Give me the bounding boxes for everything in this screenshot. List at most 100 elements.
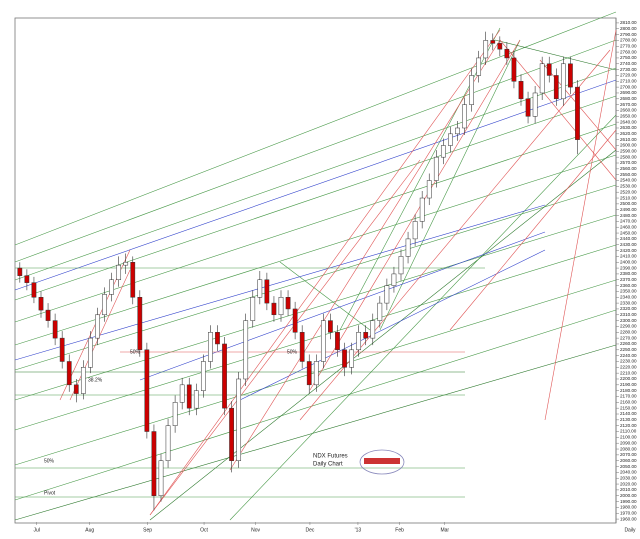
x-tick-label: Oct <box>200 527 208 533</box>
trend-line <box>449 129 617 331</box>
candle-body <box>412 221 418 240</box>
y-tick-label: 2590.00 <box>620 149 637 154</box>
y-tick-label: 2320.00 <box>620 306 637 311</box>
candle-body <box>243 320 249 380</box>
y-tick-label: 2250.00 <box>620 347 637 352</box>
y-tick-label: 2200.00 <box>620 376 637 381</box>
y-tick-label: 2290.00 <box>620 324 637 329</box>
candle-body <box>532 92 538 117</box>
candle-body <box>546 63 552 76</box>
annotation: 50% <box>44 458 55 464</box>
candle-body <box>539 63 545 94</box>
y-tick-label: 2500.00 <box>620 201 637 206</box>
y-tick-label: 2540.00 <box>620 178 637 183</box>
plot-frame <box>14 17 617 524</box>
trend-line <box>494 39 617 71</box>
candle-body <box>504 48 510 59</box>
candle-body <box>193 390 199 409</box>
candle-body <box>299 332 305 362</box>
trend-line <box>14 214 617 401</box>
candle-body <box>66 361 72 386</box>
trend-line <box>14 244 617 431</box>
candle-body <box>440 145 446 158</box>
y-tick-label: 2230.00 <box>620 359 637 364</box>
candle-body <box>292 308 298 333</box>
candle-body <box>95 314 100 339</box>
y-tick-label: 2260.00 <box>620 341 637 346</box>
candle-body <box>335 332 340 351</box>
y-tick-label: 2790.00 <box>620 32 637 37</box>
y-tick-label: 2150.00 <box>620 405 637 410</box>
annotation: 50% <box>287 349 298 355</box>
candle-body <box>200 361 206 391</box>
trend-line <box>544 29 617 421</box>
y-tick-label: 2530.00 <box>620 184 637 189</box>
y-tick-label: 2220.00 <box>620 365 637 370</box>
y-tick-label: 2030.00 <box>620 475 637 480</box>
y-tick-label: 2780.00 <box>620 38 637 43</box>
y-tick-label: 2020.00 <box>620 481 637 486</box>
y-tick-label: 2610.00 <box>620 137 637 142</box>
trend-line <box>379 39 521 331</box>
y-tick-label: 2430.00 <box>620 242 637 247</box>
y-tick-label: 2310.00 <box>620 312 637 317</box>
y-tick-label: 2420.00 <box>620 248 637 253</box>
candle-body <box>38 297 44 311</box>
y-tick-label: 2190.00 <box>620 382 637 387</box>
candle-body <box>215 332 220 345</box>
y-tick-label: 2560.00 <box>620 166 637 171</box>
candle-body <box>73 384 79 394</box>
y-tick-label: 2180.00 <box>620 388 637 393</box>
y-tick-label: 2300.00 <box>620 318 637 323</box>
candle-body <box>328 320 333 333</box>
y-tick-label: 2450.00 <box>620 230 637 235</box>
y-tick-label: 2730.00 <box>620 67 637 72</box>
annotation: 38.2% <box>88 377 103 383</box>
y-tick-label: 2090.00 <box>620 440 637 445</box>
y-tick-label: 2170.00 <box>620 394 637 399</box>
trend-line <box>14 79 617 291</box>
candle-body <box>320 320 326 362</box>
candle-body <box>102 294 107 316</box>
candle-body <box>179 384 185 403</box>
x-tick-label: Nov <box>251 527 260 533</box>
y-tick-label: 2040.00 <box>620 470 637 475</box>
candle-body <box>490 40 496 44</box>
candle-body <box>208 332 213 362</box>
trend-line <box>14 11 617 246</box>
y-tick-label: 2760.00 <box>620 49 637 54</box>
x-tick-label: Aug <box>85 527 94 533</box>
candle-body <box>575 86 580 140</box>
y-tick-label: 2000.00 <box>620 493 637 498</box>
y-tick-label: 2800.00 <box>620 26 637 31</box>
y-tick-label: 2340.00 <box>620 294 637 299</box>
y-tick-label: 2770.00 <box>620 43 637 48</box>
candle-body <box>377 302 383 321</box>
trend-line <box>499 39 617 181</box>
trend-line <box>229 39 501 471</box>
x-tick-label: Mar <box>440 527 449 533</box>
candle-body <box>52 320 58 339</box>
trend-line <box>14 184 617 371</box>
candle-body <box>45 309 51 321</box>
candle-body <box>313 361 319 386</box>
candle-body <box>511 57 517 82</box>
candle-body <box>172 402 178 426</box>
y-tick-label: 2690.00 <box>620 90 637 95</box>
candle-body <box>363 332 369 339</box>
trend-line <box>14 95 617 301</box>
y-tick-label: 2110.00 <box>620 429 637 434</box>
y-tick-label: 2570.00 <box>620 160 637 165</box>
y-tick-label: 2660.00 <box>620 108 637 113</box>
y-tick-label: 2390.00 <box>620 265 637 270</box>
candle-body <box>455 127 460 135</box>
candle-body <box>59 337 65 362</box>
y-tick-label: 2410.00 <box>620 254 637 259</box>
y-tick-label: 2720.00 <box>620 73 637 78</box>
y-tick-label: 2050.00 <box>620 464 637 469</box>
trend-line <box>14 123 617 323</box>
candle-body <box>236 378 242 461</box>
candle-body <box>433 156 439 181</box>
candle-body <box>88 337 93 368</box>
